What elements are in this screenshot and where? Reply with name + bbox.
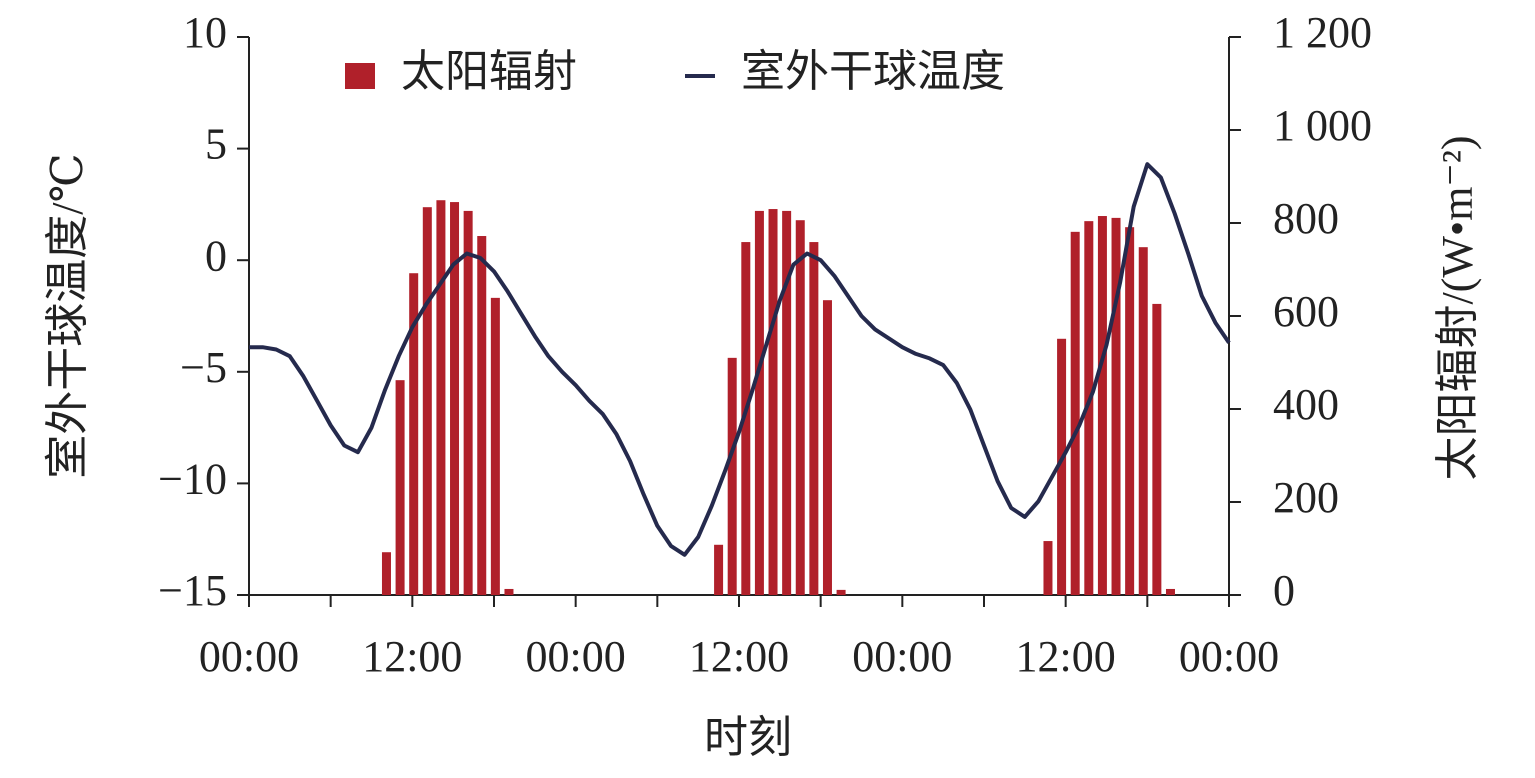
x-tick-label: 00:00 [526,632,626,681]
x-tick-label: 12:00 [689,632,789,681]
bar [1152,303,1162,595]
bar [436,200,446,595]
legend-swatch [345,63,375,89]
x-tick-label: 12:00 [362,632,462,681]
y-tick-label: 10 [183,8,227,57]
y2-tick-label: 1 000 [1273,101,1372,150]
x-axis-title: 时刻 [704,713,792,762]
bar [395,380,405,595]
y-tick-label: −15 [158,566,227,615]
y2-tick-label: 1 200 [1273,8,1372,57]
bar [1097,216,1107,595]
x-tick-label: 00:00 [852,632,952,681]
bar [1070,231,1080,595]
y2-tick-label: 200 [1273,473,1339,522]
bar [381,552,391,595]
bar [1165,588,1175,595]
bar [1084,221,1094,595]
bar [754,210,764,595]
bar [477,236,487,595]
bar [822,300,832,595]
bar [1111,217,1121,595]
bar [1125,227,1135,595]
y-axis-title: 室外干球温度/℃ [43,153,92,478]
bar [836,589,846,595]
bar [504,588,514,595]
legend-label: 太阳辐射 [401,47,577,96]
bar [727,357,737,595]
bar [795,220,805,595]
y2-tick-label: 600 [1273,287,1339,336]
y2-tick-label: 400 [1273,380,1339,429]
bar [1057,338,1067,595]
line [249,162,1231,557]
bar [741,242,751,595]
y-tick-label: 0 [205,231,227,280]
bar [809,242,819,595]
bar [1138,247,1148,595]
y2-axis-title: 太阳辐射/(W•m⁻²) [1433,135,1482,480]
legend-label: 室外干球温度 [741,47,1005,96]
y-tick-label: −10 [158,454,227,503]
bar [714,544,724,595]
bar [782,210,792,595]
bar [490,297,500,595]
bar [422,207,432,595]
bar [463,210,473,595]
bar [1043,541,1053,595]
bar [450,202,460,595]
bar [768,209,778,596]
y2-tick-label: 800 [1273,194,1339,243]
x-tick-label: 00:00 [1179,632,1279,681]
bar [409,273,419,595]
x-tick-label: 12:00 [1016,632,1116,681]
y-tick-label: 5 [205,120,227,169]
y-tick-label: −5 [180,343,227,392]
y2-tick-label: 0 [1273,566,1295,615]
x-tick-label: 00:00 [199,632,299,681]
